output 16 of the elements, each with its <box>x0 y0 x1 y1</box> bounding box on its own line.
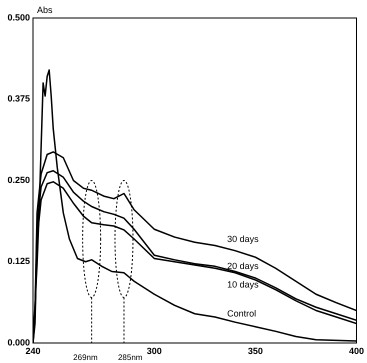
y-tick-label: 0.375 <box>7 94 30 104</box>
x-tick-label: 300 <box>146 346 162 356</box>
x-tick-label: 400 <box>348 346 364 356</box>
ref-line-label: 285nm <box>118 353 143 362</box>
y-tick-label: 0.250 <box>7 174 30 185</box>
x-tick-label: 350 <box>248 346 263 356</box>
x-tick-label: 240 <box>25 346 41 356</box>
y-tick-label: 0.500 <box>7 12 30 22</box>
y-tick-label: 0.125 <box>7 256 30 266</box>
series-label: 20 days <box>227 260 260 271</box>
series-label: 10 days <box>227 279 260 290</box>
ref-line-label: 269nm <box>73 353 98 362</box>
y-axis-title: Abs <box>37 4 54 15</box>
series-label: 30 days <box>227 234 260 244</box>
y-tick-label: 0.000 <box>7 337 30 348</box>
series-label: Control <box>227 308 256 319</box>
